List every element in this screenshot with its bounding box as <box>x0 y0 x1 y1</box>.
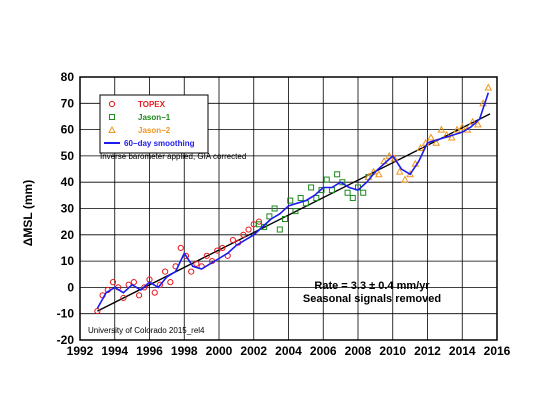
point-topex <box>219 244 226 252</box>
point-topex <box>141 284 148 291</box>
y-axis-title: ΔMSL (mm) <box>21 180 35 246</box>
x-tick-label: 2000 <box>206 344 233 358</box>
x-tick-label: 1996 <box>136 344 163 358</box>
legend-label-jason1: Jason−1 <box>138 113 171 122</box>
x-tick-label: 1998 <box>171 344 198 358</box>
point-topex <box>177 244 184 252</box>
y-tick-label: 40 <box>61 175 75 189</box>
x-tick-label: 2010 <box>379 344 406 358</box>
point-jason2 <box>484 83 493 91</box>
y-tick-label: -20 <box>57 333 75 347</box>
point-topex <box>214 247 221 254</box>
point-jason1 <box>313 194 320 201</box>
point-topex <box>162 268 169 275</box>
point-jason1 <box>282 216 289 223</box>
point-jason2 <box>458 122 467 130</box>
note-annotation: Inverse barometer applied, GIA corrected <box>100 152 246 161</box>
point-topex <box>245 226 252 233</box>
point-jason2 <box>437 125 446 133</box>
point-jason1 <box>297 194 304 201</box>
trend-layer <box>97 113 491 312</box>
x-tick-label: 2006 <box>310 344 337 358</box>
point-jason2 <box>432 138 441 146</box>
point-topex <box>229 236 236 244</box>
x-tick-label: 2008 <box>345 344 372 358</box>
point-jason1 <box>287 197 294 204</box>
point-topex <box>151 289 158 296</box>
point-jason1 <box>323 176 330 183</box>
x-tick-label: 2002 <box>240 344 267 358</box>
y-tick-label: -10 <box>57 307 75 321</box>
point-topex <box>167 279 174 286</box>
point-jason1 <box>266 213 273 220</box>
point-jason1 <box>334 171 341 178</box>
point-topex <box>109 279 117 286</box>
point-jason1 <box>308 184 315 191</box>
x-tick-label: 1992 <box>67 344 94 358</box>
y-tick-label: 20 <box>61 228 75 242</box>
x-tick-label: 2014 <box>449 344 476 358</box>
point-topex <box>120 294 127 302</box>
trend-line <box>97 113 491 312</box>
legend-marker-topex <box>108 100 116 108</box>
smoothing-layer <box>96 92 490 309</box>
legend-marker-jason1 <box>109 114 115 120</box>
point-jason2 <box>474 120 482 128</box>
point-jason2 <box>416 143 425 152</box>
point-jason1 <box>271 205 278 212</box>
point-jason2 <box>453 125 461 133</box>
tick-labels: 1992 1994 1996 1998 2000 2002 2004 2006 2008 2010… <box>57 70 511 358</box>
legend-label-smoothing: 60−day smoothing <box>124 139 195 148</box>
point-jason2 <box>427 133 435 141</box>
point-jason2 <box>390 154 399 162</box>
x-tick-label: 2012 <box>414 344 441 358</box>
x-tick-label: 1994 <box>101 344 128 358</box>
legend-label-jason2: Jason−2 <box>138 126 171 135</box>
legend: TOPEX Jason−1 Jason−2 60−day smoothing <box>99 94 209 154</box>
y-tick-label: 30 <box>61 202 75 216</box>
point-jason2 <box>375 170 383 178</box>
point-topex <box>203 252 210 259</box>
point-topex <box>156 281 164 288</box>
point-jason1 <box>318 187 325 194</box>
point-topex <box>135 292 143 299</box>
smoothing-line <box>96 92 490 309</box>
point-jason2 <box>395 167 404 175</box>
credit-annotation: University of Colorado 2015_rel4 <box>88 326 205 335</box>
point-jason2 <box>401 175 409 183</box>
point-jason1 <box>360 189 367 196</box>
point-jason1 <box>349 194 356 201</box>
legend-marker-jason2 <box>108 125 116 133</box>
plot-frame <box>79 76 498 341</box>
seasonal-annotation: Seasonal signals removed <box>303 293 441 305</box>
point-jason2 <box>468 117 477 125</box>
x-tick-label: 2016 <box>484 344 511 358</box>
y-tick-label: 0 <box>67 280 74 294</box>
data-points <box>94 83 493 315</box>
point-jason1 <box>292 208 299 215</box>
point-jason2 <box>447 133 456 141</box>
point-jason1 <box>276 226 283 233</box>
legend-markers <box>104 100 120 144</box>
y-tick-label: 80 <box>61 70 75 84</box>
point-topex <box>94 307 101 315</box>
point-topex <box>188 268 195 275</box>
legend-label-topex: TOPEX <box>138 100 166 109</box>
point-topex <box>240 231 247 238</box>
point-topex <box>193 260 200 267</box>
rate-annotation: Rate = 3.3 ± 0.4 mm/yr <box>314 280 430 292</box>
x-tick-label: 2004 <box>275 344 302 358</box>
point-jason1 <box>344 189 351 196</box>
y-tick-label: 50 <box>61 149 75 163</box>
y-tick-label: 60 <box>61 123 75 137</box>
y-tick-label: 70 <box>61 96 75 110</box>
y-tick-label: 10 <box>61 254 75 268</box>
point-topex <box>130 279 137 286</box>
